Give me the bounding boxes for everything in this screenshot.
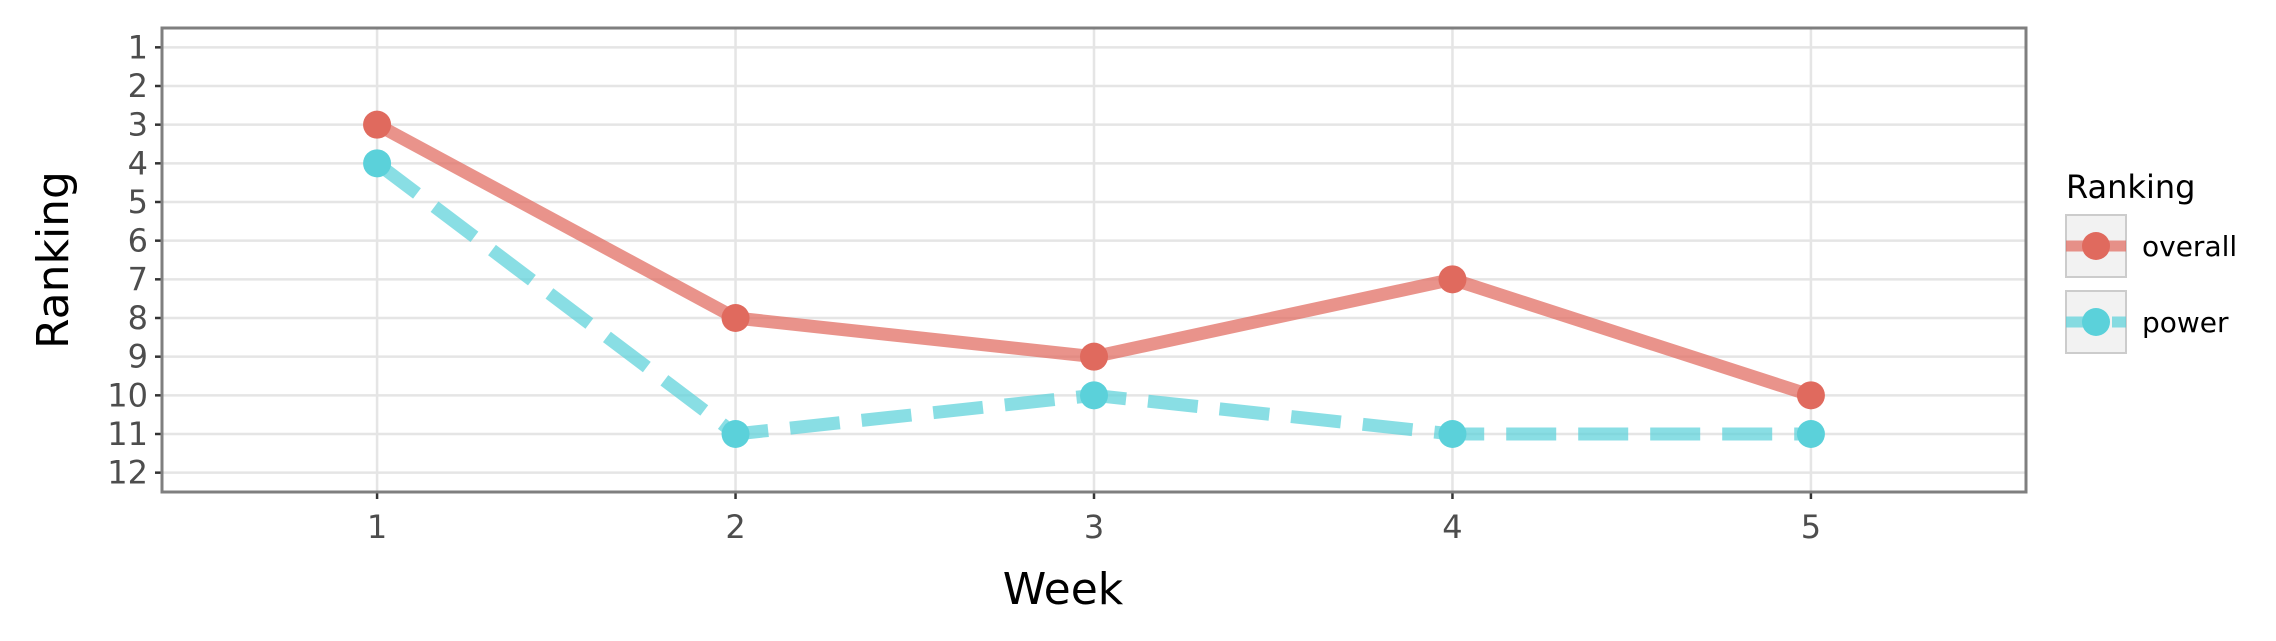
legend-keys: overall power bbox=[2065, 214, 2237, 354]
legend-item-power: power bbox=[2065, 290, 2229, 354]
data-point-overall bbox=[721, 304, 750, 332]
data-point-overall bbox=[1438, 265, 1467, 294]
x-tick-label: 4 bbox=[1442, 508, 1462, 546]
y-tick-label: 5 bbox=[128, 183, 148, 221]
plot-border bbox=[160, 26, 2028, 494]
data-point-power bbox=[363, 149, 392, 178]
x-axis-ticks: 1 2 3 4 5 bbox=[367, 492, 1821, 546]
data-point-overall bbox=[363, 110, 392, 139]
legend-item-overall: overall bbox=[2065, 214, 2237, 278]
legend: Ranking overall power bbox=[2065, 168, 2237, 354]
x-tick-label: 3 bbox=[1084, 508, 1104, 546]
y-tick-label: 12 bbox=[107, 454, 148, 492]
x-tick-label: 2 bbox=[725, 508, 745, 546]
y-axis-title: Ranking bbox=[28, 171, 79, 349]
y-tick-label: 1 bbox=[128, 28, 148, 66]
series-overall bbox=[363, 110, 1825, 410]
series-layer bbox=[363, 110, 1825, 448]
y-tick-label: 3 bbox=[128, 106, 148, 144]
y-tick-label: 7 bbox=[128, 260, 148, 298]
data-point-overall bbox=[1796, 381, 1825, 410]
data-point-power bbox=[1080, 381, 1108, 410]
y-tick-label: 11 bbox=[107, 415, 148, 453]
data-point-power bbox=[1796, 420, 1825, 448]
x-tick-label: 1 bbox=[367, 508, 387, 546]
x-tick-label: 5 bbox=[1801, 508, 1821, 546]
data-point-power bbox=[1438, 420, 1467, 448]
legend-label: power bbox=[2142, 306, 2229, 339]
y-tick-label: 4 bbox=[128, 144, 148, 182]
data-point-overall bbox=[1080, 342, 1108, 371]
y-tick-label: 2 bbox=[128, 67, 148, 105]
x-axis-title: Week bbox=[1003, 564, 1124, 615]
y-tick-label: 9 bbox=[128, 338, 148, 376]
legend-title: Ranking bbox=[2066, 168, 2195, 206]
y-tick-label: 8 bbox=[128, 299, 148, 337]
legend-key-point bbox=[2082, 308, 2110, 336]
y-tick-label: 6 bbox=[128, 222, 148, 260]
legend-key-point bbox=[2082, 232, 2110, 260]
y-tick-label: 10 bbox=[107, 376, 148, 414]
legend-label: overall bbox=[2142, 230, 2237, 263]
data-point-power bbox=[721, 420, 750, 448]
series-power bbox=[363, 149, 1825, 448]
